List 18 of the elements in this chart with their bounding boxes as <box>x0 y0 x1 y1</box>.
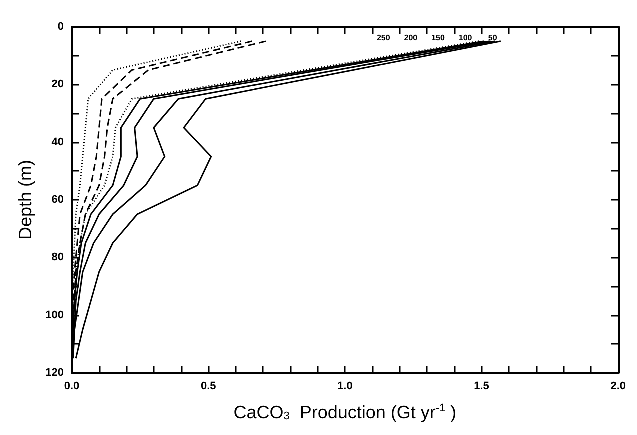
y-tick-label: 60 <box>52 194 64 206</box>
x-tick-label: 0.5 <box>200 380 216 392</box>
x-tick-label: 1.0 <box>338 380 353 392</box>
y-tick-label: 80 <box>52 252 64 264</box>
y-axis-title: Depth (m) <box>16 160 36 240</box>
x-tick-label: 1.5 <box>474 380 490 392</box>
annotation: 50 <box>488 34 498 42</box>
annotation: 100 <box>458 34 473 42</box>
y-tick-label: 120 <box>46 367 64 379</box>
annotation: 200 <box>404 34 418 42</box>
annotation: 250 <box>376 34 391 42</box>
y-tick-label: 20 <box>52 78 64 91</box>
annotation: 150 <box>432 34 446 42</box>
y-tick-label: 40 <box>52 136 64 148</box>
y-tick-label: 0 <box>58 21 64 33</box>
x-tick-label: 2.0 <box>610 380 626 392</box>
y-tick-label: 100 <box>46 309 64 322</box>
x-tick-label: 0.0 <box>64 380 80 392</box>
